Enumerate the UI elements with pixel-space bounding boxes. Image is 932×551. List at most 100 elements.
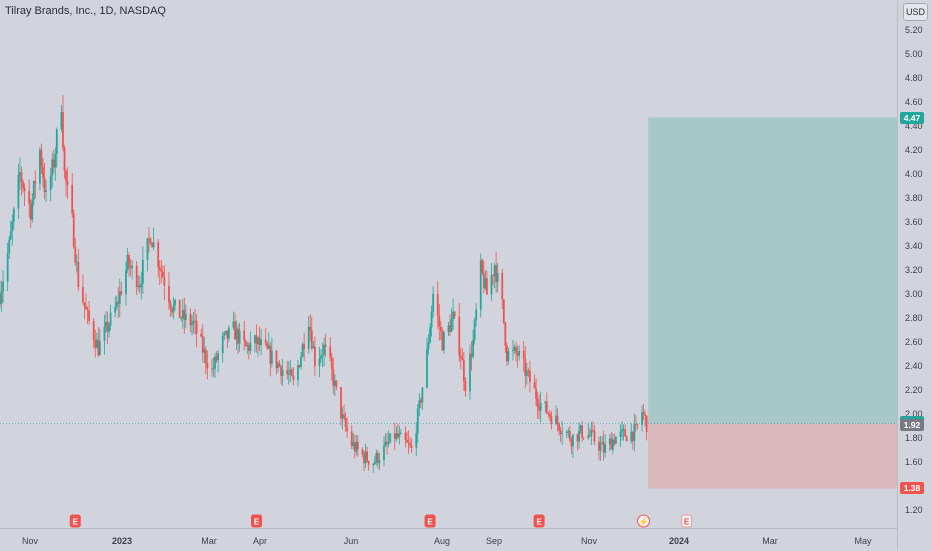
candle-body [17, 174, 20, 209]
candle-body [515, 347, 517, 354]
candle-body [538, 406, 541, 411]
candle-body [51, 159, 54, 177]
candle-body [615, 436, 617, 444]
candle-body [189, 313, 192, 326]
candle-body [591, 430, 594, 431]
candle-body [622, 429, 625, 431]
candle-body [524, 359, 527, 376]
time-tick-label: Sep [485, 536, 503, 546]
candle-body [75, 262, 78, 263]
symbol-title[interactable]: Tilray Brands, Inc., 1D, NASDAQ [5, 5, 166, 17]
candle-body [49, 176, 52, 191]
candle-body [421, 387, 424, 403]
candle-body [389, 433, 392, 443]
candle-body [450, 319, 453, 332]
price-axis[interactable] [897, 0, 932, 550]
earnings-event-icon[interactable]: E [681, 514, 693, 528]
candle-body [260, 339, 263, 345]
earnings-event-icon[interactable]: E [533, 514, 545, 528]
candle-body [619, 431, 622, 437]
candle-body [264, 339, 267, 344]
candle-body [0, 294, 1, 304]
candle-body [234, 321, 236, 340]
candle-body [0, 291, 3, 304]
price-tick-label: 4.00 [905, 169, 923, 179]
stop-zone[interactable] [648, 423, 897, 489]
candle-body [611, 439, 614, 450]
candle-body [183, 309, 186, 321]
split-event-icon[interactable]: ⚡ [637, 514, 651, 528]
earnings-event-icon[interactable]: E [424, 514, 436, 528]
candle-body [174, 299, 176, 305]
candle-body [160, 270, 163, 272]
candle-body [309, 326, 312, 331]
candle-body [88, 310, 90, 322]
candle-body [555, 415, 557, 425]
candle-body [572, 434, 574, 447]
time-tick-label: Apr [252, 536, 268, 546]
price-tag-target-tag[interactable]: 4.47 [900, 111, 924, 124]
candle-body [361, 449, 364, 455]
candle-body [621, 429, 623, 432]
price-tick-label: 1.60 [905, 457, 923, 467]
candle-body [641, 412, 643, 425]
candle-body [367, 461, 370, 466]
candle-body [610, 438, 613, 450]
candle-body [290, 369, 293, 376]
candle-body [270, 350, 273, 364]
price-tag-stop-tag[interactable]: 1.38 [900, 482, 924, 495]
price-tag-current-tag[interactable]: 1.92 [900, 419, 924, 432]
candlestick-chart[interactable]: E E E E ⚡ E [0, 0, 897, 528]
candle-body [180, 317, 183, 319]
candle-body [98, 340, 101, 356]
candle-body [23, 187, 26, 191]
time-tick-label: 2024 [668, 536, 690, 546]
candle-body [40, 149, 43, 167]
candle-body [630, 431, 633, 442]
candle-body [45, 190, 47, 192]
candle-body [567, 431, 570, 432]
price-tick-label: 3.40 [905, 241, 923, 251]
candle-body [384, 441, 387, 446]
candle-body [6, 253, 9, 282]
price-tick-label: 2.00 [905, 409, 923, 419]
candle-body [438, 315, 441, 327]
candle-body [94, 340, 97, 348]
candle-body [2, 281, 4, 292]
candle-body [642, 412, 645, 414]
event-label: E [73, 518, 79, 527]
price-tick-label: 2.20 [905, 385, 923, 395]
candle-body [344, 417, 347, 427]
candle-body [204, 349, 207, 364]
candle-body [39, 149, 41, 184]
candle-body [372, 464, 375, 466]
event-label: E [536, 518, 542, 527]
event-label: E [254, 518, 260, 527]
candle-body [436, 293, 439, 316]
candle-body [593, 430, 596, 442]
candle-body [275, 350, 278, 369]
candle-body [8, 239, 11, 254]
candle-body [396, 433, 399, 438]
candle-body [470, 353, 473, 357]
currency-button[interactable]: USD [903, 3, 928, 21]
candle-body [66, 181, 69, 185]
candle-body [249, 342, 252, 351]
time-tick-label: 2023 [111, 536, 133, 546]
time-axis[interactable] [0, 528, 897, 551]
candle-body [350, 431, 353, 446]
target-zone[interactable] [648, 117, 897, 424]
candle-body [324, 344, 327, 347]
candle-body [323, 344, 325, 355]
candle-body [280, 366, 282, 377]
candle-body [29, 203, 32, 220]
earnings-event-icon[interactable]: E [69, 514, 81, 528]
event-label: E [427, 518, 433, 527]
candle-body [227, 327, 230, 339]
candle-body [71, 184, 74, 214]
candle-body [92, 321, 95, 341]
candle-body [247, 345, 250, 351]
candle-body [330, 357, 333, 369]
earnings-event-icon[interactable]: E [251, 514, 263, 528]
price-tick-label: 1.80 [905, 433, 923, 443]
